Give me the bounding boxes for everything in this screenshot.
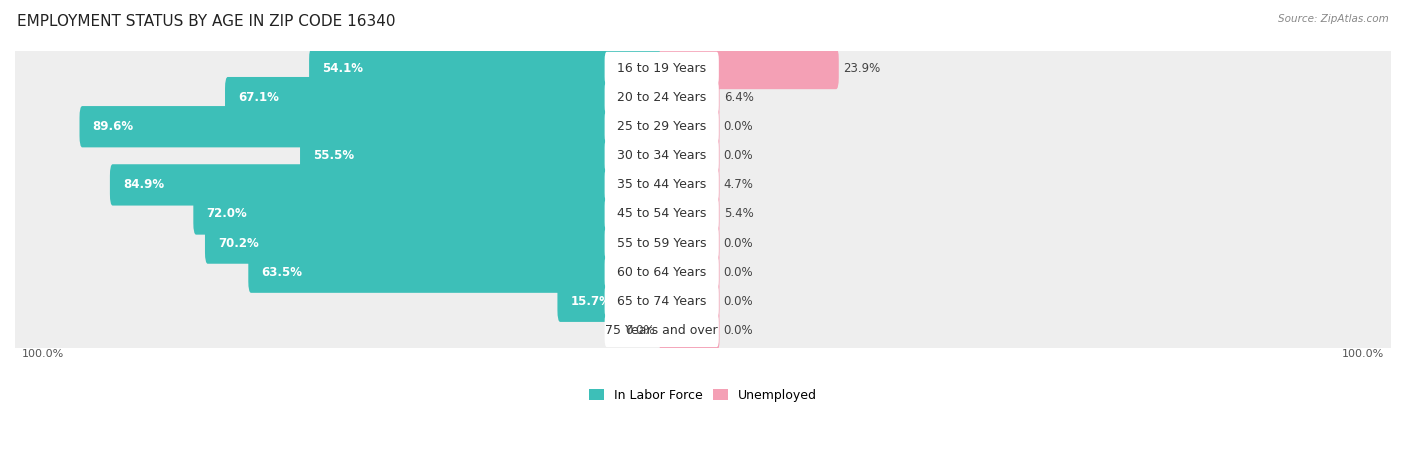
FancyBboxPatch shape bbox=[13, 61, 1393, 134]
FancyBboxPatch shape bbox=[659, 193, 720, 235]
FancyBboxPatch shape bbox=[557, 281, 665, 322]
Text: 4.7%: 4.7% bbox=[724, 179, 754, 191]
FancyBboxPatch shape bbox=[605, 226, 718, 260]
FancyBboxPatch shape bbox=[110, 164, 665, 206]
Text: 0.0%: 0.0% bbox=[724, 120, 754, 133]
FancyBboxPatch shape bbox=[13, 148, 1393, 221]
Text: 45 to 54 Years: 45 to 54 Years bbox=[617, 207, 706, 221]
Text: 84.9%: 84.9% bbox=[122, 179, 165, 191]
Text: 5.4%: 5.4% bbox=[724, 207, 754, 221]
FancyBboxPatch shape bbox=[13, 177, 1393, 251]
FancyBboxPatch shape bbox=[13, 235, 1393, 309]
FancyBboxPatch shape bbox=[13, 32, 1393, 105]
Text: 15.7%: 15.7% bbox=[571, 295, 612, 308]
FancyBboxPatch shape bbox=[605, 197, 718, 231]
Text: 72.0%: 72.0% bbox=[207, 207, 247, 221]
FancyBboxPatch shape bbox=[659, 222, 720, 264]
Text: 100.0%: 100.0% bbox=[22, 349, 65, 359]
FancyBboxPatch shape bbox=[605, 139, 718, 173]
FancyBboxPatch shape bbox=[299, 135, 665, 176]
FancyBboxPatch shape bbox=[659, 135, 720, 176]
Text: EMPLOYMENT STATUS BY AGE IN ZIP CODE 16340: EMPLOYMENT STATUS BY AGE IN ZIP CODE 163… bbox=[17, 14, 395, 28]
Text: 55.5%: 55.5% bbox=[314, 149, 354, 162]
Text: 0.0%: 0.0% bbox=[724, 324, 754, 337]
FancyBboxPatch shape bbox=[659, 77, 720, 118]
FancyBboxPatch shape bbox=[80, 106, 665, 147]
Text: 0.0%: 0.0% bbox=[724, 266, 754, 279]
Text: 89.6%: 89.6% bbox=[93, 120, 134, 133]
FancyBboxPatch shape bbox=[659, 310, 720, 351]
FancyBboxPatch shape bbox=[605, 52, 718, 85]
FancyBboxPatch shape bbox=[605, 285, 718, 318]
FancyBboxPatch shape bbox=[249, 252, 665, 293]
FancyBboxPatch shape bbox=[605, 313, 718, 347]
Text: 60 to 64 Years: 60 to 64 Years bbox=[617, 266, 706, 279]
FancyBboxPatch shape bbox=[13, 207, 1393, 280]
FancyBboxPatch shape bbox=[194, 193, 665, 235]
Text: 35 to 44 Years: 35 to 44 Years bbox=[617, 179, 706, 191]
Text: 65 to 74 Years: 65 to 74 Years bbox=[617, 295, 706, 308]
FancyBboxPatch shape bbox=[13, 119, 1393, 193]
Text: 16 to 19 Years: 16 to 19 Years bbox=[617, 62, 706, 75]
FancyBboxPatch shape bbox=[659, 164, 720, 206]
Text: 30 to 34 Years: 30 to 34 Years bbox=[617, 149, 706, 162]
FancyBboxPatch shape bbox=[13, 265, 1393, 338]
Text: 55 to 59 Years: 55 to 59 Years bbox=[617, 237, 706, 249]
FancyBboxPatch shape bbox=[13, 294, 1393, 367]
FancyBboxPatch shape bbox=[13, 90, 1393, 163]
Legend: In Labor Force, Unemployed: In Labor Force, Unemployed bbox=[583, 384, 823, 407]
FancyBboxPatch shape bbox=[205, 222, 665, 264]
Text: 70.2%: 70.2% bbox=[218, 237, 259, 249]
FancyBboxPatch shape bbox=[605, 81, 718, 115]
FancyBboxPatch shape bbox=[309, 48, 665, 89]
Text: 23.9%: 23.9% bbox=[844, 62, 880, 75]
Text: 63.5%: 63.5% bbox=[262, 266, 302, 279]
Text: 54.1%: 54.1% bbox=[322, 62, 363, 75]
Text: 25 to 29 Years: 25 to 29 Years bbox=[617, 120, 706, 133]
Text: 0.0%: 0.0% bbox=[724, 149, 754, 162]
Text: 0.0%: 0.0% bbox=[724, 237, 754, 249]
FancyBboxPatch shape bbox=[659, 281, 720, 322]
FancyBboxPatch shape bbox=[605, 255, 718, 289]
Text: 6.4%: 6.4% bbox=[724, 91, 754, 104]
Text: 67.1%: 67.1% bbox=[238, 91, 278, 104]
Text: 0.0%: 0.0% bbox=[626, 324, 655, 337]
FancyBboxPatch shape bbox=[605, 110, 718, 143]
Text: 20 to 24 Years: 20 to 24 Years bbox=[617, 91, 706, 104]
FancyBboxPatch shape bbox=[605, 168, 718, 202]
Text: 0.0%: 0.0% bbox=[724, 295, 754, 308]
FancyBboxPatch shape bbox=[659, 106, 720, 147]
Text: Source: ZipAtlas.com: Source: ZipAtlas.com bbox=[1278, 14, 1389, 23]
Text: 100.0%: 100.0% bbox=[1341, 349, 1384, 359]
Text: 75 Years and over: 75 Years and over bbox=[606, 324, 718, 337]
FancyBboxPatch shape bbox=[225, 77, 665, 118]
FancyBboxPatch shape bbox=[659, 252, 720, 293]
FancyBboxPatch shape bbox=[659, 48, 839, 89]
